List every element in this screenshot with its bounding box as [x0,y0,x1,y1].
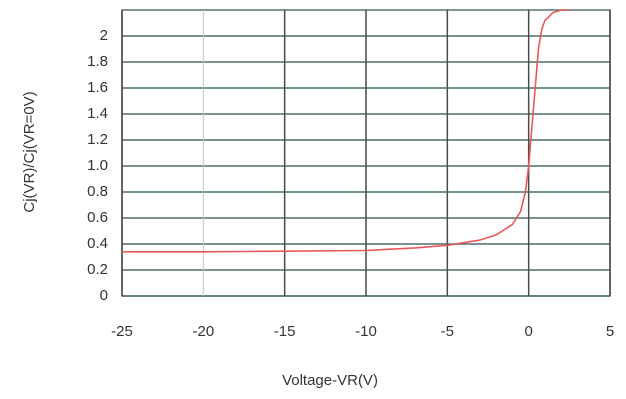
y-tick-label: 0.6 [87,209,108,226]
x-tick-label: 0 [524,323,532,340]
y-tick-label: 0.2 [87,261,108,278]
y-tick-label: 2 [100,27,108,44]
y-tick-label: 1.8 [87,53,108,70]
x-tick-label: -5 [441,323,454,340]
x-tick-label: 5 [606,323,614,340]
y-axis-label: Cj(VR)/Cj(VR=0V) [21,91,38,212]
x-tick-label: -15 [274,323,296,340]
y-tick-label: 0.4 [87,235,108,252]
x-axis-label: Voltage-VR(V) [282,372,378,389]
y-tick-label: 1.4 [87,105,108,122]
y-tick-label: 0.8 [87,183,108,200]
x-tick-label: -10 [355,323,377,340]
y-tick-label: 0 [100,287,108,304]
y-tick-label: 1.2 [87,131,108,148]
y-tick-label: 1.6 [87,79,108,96]
y-tick-label: 1.0 [87,157,108,174]
data-line [122,9,570,253]
x-tick-label: -25 [111,323,133,340]
x-tick-label: -20 [192,323,214,340]
